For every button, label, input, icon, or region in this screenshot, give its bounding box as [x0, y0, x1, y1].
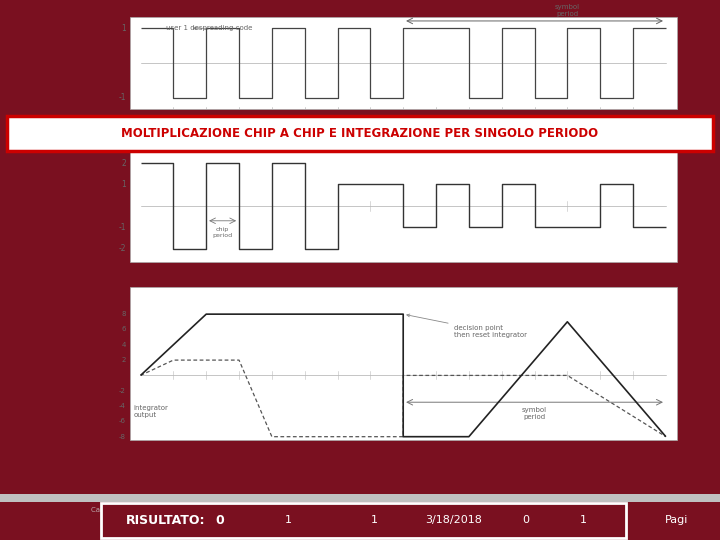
Text: -8: -8: [119, 434, 126, 440]
Text: 3/18/2018: 3/18/2018: [426, 515, 482, 525]
Text: integrator
output: integrator output: [133, 405, 168, 418]
Text: 0: 0: [522, 515, 529, 525]
Text: 1: 1: [121, 180, 126, 189]
Text: 6: 6: [122, 327, 126, 333]
Text: -6: -6: [119, 418, 126, 424]
Text: 2: 2: [121, 159, 126, 167]
Text: Pagi: Pagi: [665, 515, 688, 525]
Text: 0: 0: [215, 514, 224, 526]
Bar: [130, 129, 677, 262]
Text: Output of multiplier and integrator: Output of multiplier and integrator: [293, 117, 427, 126]
Text: user 1 despreading code: user 1 despreading code: [166, 25, 252, 31]
Text: 1: 1: [284, 515, 292, 525]
Bar: [7, 116, 713, 151]
Text: symbol
period: symbol period: [555, 4, 580, 17]
Text: 1: 1: [371, 515, 378, 525]
Text: symbol
period: symbol period: [522, 407, 547, 420]
Bar: [130, 17, 677, 109]
Text: Caratterizzazione trasmissioni WCDMA: Caratterizzazione trasmissioni WCDMA: [91, 507, 226, 513]
Text: MOLTIPLICAZIONE CHIP A CHIP E INTEGRAZIONE PER SINGOLO PERIODO: MOLTIPLICAZIONE CHIP A CHIP E INTEGRAZIO…: [122, 127, 598, 140]
Text: -1: -1: [119, 222, 126, 232]
Text: 4: 4: [122, 342, 126, 348]
Bar: [101, 503, 626, 538]
Text: 8: 8: [122, 311, 126, 317]
Text: -1: -1: [119, 93, 126, 102]
Text: -2: -2: [119, 244, 126, 253]
Text: 1: 1: [121, 24, 126, 33]
Text: -2: -2: [119, 388, 126, 394]
Text: 2: 2: [122, 357, 126, 363]
Text: chip
period: chip period: [212, 227, 233, 238]
Text: decision point
then reset integrator: decision point then reset integrator: [407, 314, 526, 338]
Text: 1: 1: [580, 515, 587, 525]
Text: -4: -4: [119, 403, 126, 409]
Bar: [130, 287, 677, 440]
Bar: [0, 494, 720, 502]
Text: RISULTATO:: RISULTATO:: [126, 514, 205, 526]
